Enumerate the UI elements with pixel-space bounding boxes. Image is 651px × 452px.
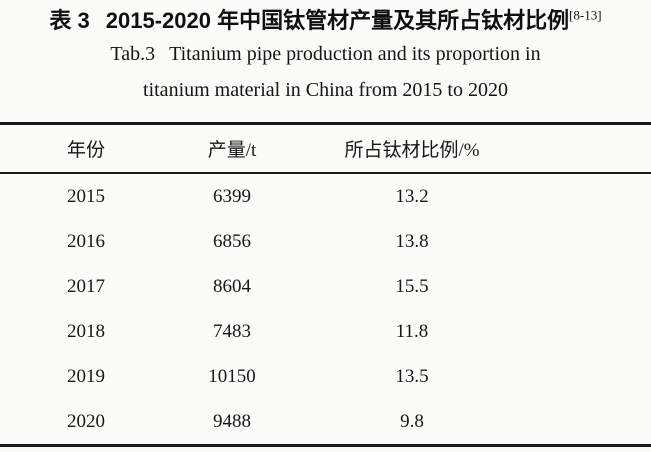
cell-year: 2020 — [67, 410, 105, 432]
table-row: 2015 6399 13.2 — [0, 173, 651, 219]
cell-proportion: 13.8 — [395, 230, 429, 252]
table-row: 2019 10150 13.5 — [0, 354, 651, 399]
column-header-production: 产量/t — [172, 123, 292, 174]
cell-proportion: 9.8 — [400, 410, 424, 432]
cell-production: 10150 — [208, 365, 256, 387]
table-row: 2017 8604 15.5 — [0, 264, 651, 309]
table-caption-zh: 表 3 2015-2020 年中国钛管材产量及其所占钛材比例[8-13] — [0, 6, 651, 36]
table-header: 年份 产量/t 所占钛材比例/% — [0, 123, 651, 174]
cell-year: 2018 — [67, 320, 105, 342]
caption-zh-label: 表 3 — [49, 8, 90, 33]
table-caption-en-line2: titanium material in China from 2015 to … — [143, 79, 508, 101]
data-table: 年份 产量/t 所占钛材比例/% 2015 6399 13.2 2016 685… — [0, 122, 651, 447]
table-caption-en-line1: Tab.3 Titanium pipe production and its pr… — [0, 36, 651, 72]
cell-year: 2017 — [67, 275, 105, 297]
column-header-proportion: 所占钛材比例/% — [292, 123, 532, 174]
cell-year: 2016 — [67, 230, 105, 252]
table-row: 2020 9488 9.8 — [0, 399, 651, 446]
table-row: 2016 6856 13.8 — [0, 219, 651, 264]
caption-en-title-line1: Titanium pipe production and its proport… — [169, 43, 541, 65]
cell-production: 8604 — [213, 275, 251, 297]
column-header-year: 年份 — [0, 123, 172, 174]
caption-zh-citation: [8-13] — [569, 7, 602, 23]
table-header-row: 年份 产量/t 所占钛材比例/% — [0, 123, 651, 174]
cell-proportion: 13.5 — [395, 365, 429, 387]
cell-proportion: 13.2 — [395, 185, 429, 207]
cell-production: 6856 — [213, 230, 251, 252]
cell-proportion: 15.5 — [395, 275, 429, 297]
cell-production: 7483 — [213, 320, 251, 342]
cell-production: 6399 — [213, 185, 251, 207]
column-header-spacer — [532, 123, 651, 174]
table-row: 2018 7483 11.8 — [0, 309, 651, 354]
cell-proportion: 11.8 — [395, 320, 429, 342]
cell-year: 2019 — [67, 365, 105, 387]
caption-zh-title: 2015-2020 年中国钛管材产量及其所占钛材比例 — [105, 8, 570, 33]
table-body: 2015 6399 13.2 2016 6856 13.8 2017 8604 … — [0, 173, 651, 446]
caption-en-label: Tab.3 — [110, 43, 156, 65]
cell-production: 9488 — [213, 410, 251, 432]
cell-year: 2015 — [67, 185, 105, 207]
